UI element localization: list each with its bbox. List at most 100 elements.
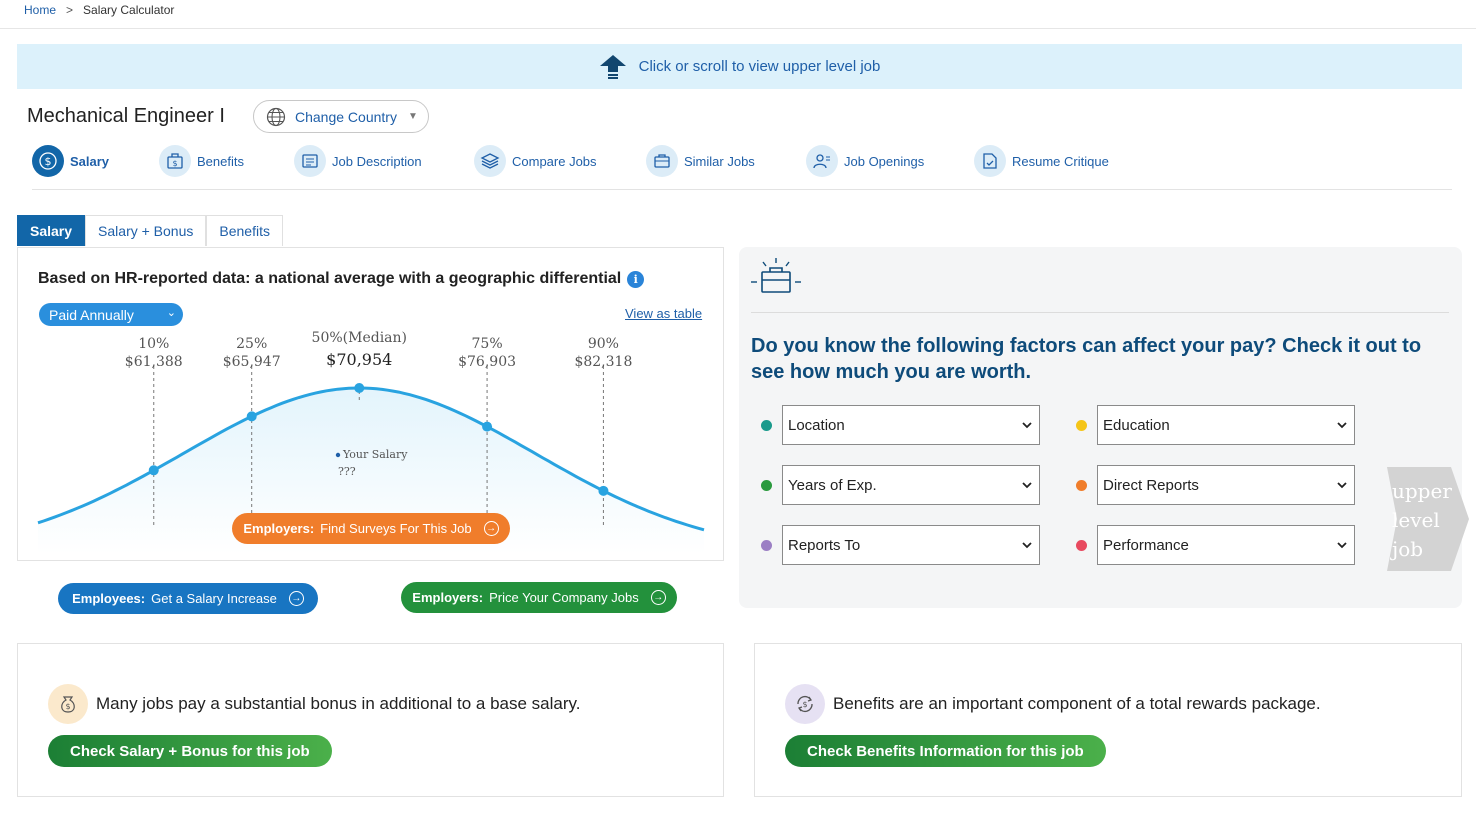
layers-icon [474, 145, 506, 177]
salary-tabs: Salary Salary + Bonus Benefits [17, 215, 283, 247]
bonus-text-row: $ Many jobs pay a substantial bonus in a… [48, 684, 580, 724]
upper-level-job-line: job [1392, 537, 1424, 561]
benefits-text: Benefits are an important component of a… [833, 694, 1321, 713]
your-salary-dot [335, 452, 341, 458]
breadcrumb-home-link[interactable]: Home [24, 3, 57, 17]
your-salary-value: ??? [338, 465, 356, 478]
nav-item-similar-jobs[interactable]: Similar Jobs [646, 145, 755, 177]
svg-text:$: $ [172, 159, 177, 168]
chevron-down-icon [1337, 542, 1347, 549]
money-bag-icon: $ [48, 684, 88, 724]
banner-text: Click or scroll to view upper level job [638, 58, 881, 75]
factor-performance: Performance [1076, 525, 1355, 565]
find-surveys-label: Find Surveys For This Job [320, 521, 472, 536]
location-dot [761, 419, 772, 431]
factor-education: Education [1076, 405, 1355, 445]
nav-label-job-description: Job Description [332, 153, 422, 169]
nav-item-compare-jobs[interactable]: Compare Jobs [474, 145, 597, 177]
percentile-point [354, 383, 365, 393]
tab-salary-bonus[interactable]: Salary + Bonus [85, 215, 207, 246]
dollar-circle-icon: $ [32, 145, 64, 177]
change-country-button[interactable]: Change Country ▼ [253, 100, 429, 133]
nav-label-job-openings: Job Openings [844, 153, 925, 169]
chevron-down-icon [1337, 422, 1347, 429]
factor-reports-to: Reports To [761, 525, 1040, 565]
chart-heading: Based on HR-reported data: a national av… [38, 270, 645, 288]
distribution-fill [38, 388, 704, 554]
bonus-text: Many jobs pay a substantial bonus in add… [96, 694, 581, 713]
percentile-label: 75% [472, 336, 503, 352]
education-dot [1076, 419, 1087, 431]
pay-period-select[interactable]: Paid Annually ⌄ [39, 303, 183, 326]
years-of-exp-select[interactable]: Years of Exp. [782, 465, 1040, 505]
percentile-label: 90% [588, 336, 619, 352]
pay-period-value: Paid Annually [49, 306, 134, 323]
chevron-down-icon: ⌄ [166, 307, 176, 319]
education-label: Education [1103, 416, 1170, 434]
employers-find-surveys-button[interactable]: Employers: Find Surveys For This Job → [232, 513, 510, 544]
job-nav: $ Salary $ Benefits Job Description Comp… [32, 145, 1452, 179]
performance-label: Performance [1103, 536, 1189, 554]
factor-location: Location [761, 405, 1040, 445]
upper-level-job-line: upper [1392, 479, 1452, 503]
factor-direct-reports: Direct Reports [1076, 465, 1355, 505]
caret-down-icon: ▼ [407, 111, 418, 122]
globe-icon [266, 107, 286, 126]
reports-to-select[interactable]: Reports To [782, 525, 1040, 565]
nav-label-similar-jobs: Similar Jobs [684, 153, 755, 169]
your-salary-label: Your Salary [342, 448, 408, 461]
nav-item-salary[interactable]: $ Salary [32, 145, 109, 177]
percentile-value: $61,388 [125, 354, 183, 370]
performance-select[interactable]: Performance [1097, 525, 1355, 565]
location-select[interactable]: Location [782, 405, 1040, 445]
factor-years-of-exp: Years of Exp. [761, 465, 1040, 505]
percentile-label: 10% [138, 336, 169, 352]
benefits-icon: $ [159, 145, 191, 177]
employers-label: Employers: [412, 590, 484, 605]
nav-item-job-description[interactable]: Job Description [294, 145, 422, 177]
percentile-value: $76,903 [458, 354, 516, 370]
nav-label-resume-critique: Resume Critique [1012, 153, 1109, 169]
chart-heading-text: Based on HR-reported data: a national av… [38, 270, 622, 287]
svg-text:$: $ [65, 702, 70, 711]
nav-item-job-openings[interactable]: Job Openings [806, 145, 924, 177]
distribution-curve [37, 386, 705, 532]
info-icon[interactable]: i [627, 270, 645, 288]
price-jobs-label: Price Your Company Jobs [489, 590, 639, 605]
breadcrumb-current: Salary Calculator [83, 3, 175, 17]
salary-distribution-chart: 10% $61,388 25% $65,947 50%(Median) $70,954 75… [37, 330, 705, 554]
check-salary-bonus-button[interactable]: Check Salary + Bonus for this job [48, 735, 332, 767]
nav-item-benefits[interactable]: $ Benefits [159, 145, 244, 177]
percentile-point [598, 485, 609, 496]
years-dot [761, 479, 772, 491]
employers-price-jobs-button[interactable]: Employers: Price Your Company Jobs → [401, 582, 677, 613]
view-as-table-link[interactable]: View as table [625, 306, 703, 321]
upper-level-job-text: upper level job [1392, 477, 1452, 564]
employers-label: Employers: [243, 521, 315, 536]
performance-dot [1076, 539, 1087, 551]
years-of-exp-label: Years of Exp. [788, 476, 877, 494]
upper-level-banner[interactable]: Click or scroll to view upper level job [17, 44, 1462, 89]
nav-label-salary: Salary [70, 153, 110, 169]
chevron-down-icon [1022, 422, 1032, 429]
change-country-label: Change Country [295, 108, 397, 125]
upper-level-job-button[interactable]: upper level job [1387, 467, 1469, 571]
benefits-card: $ Benefits are an important component of… [754, 643, 1462, 797]
benefits-text-row: $ Benefits are an important component of… [785, 684, 1321, 724]
tab-salary[interactable]: Salary [17, 215, 86, 246]
resume-icon [974, 145, 1006, 177]
salary-increase-label: Get a Salary Increase [151, 591, 277, 606]
header-divider [0, 28, 1476, 29]
dollar-cycle-icon: $ [785, 684, 825, 724]
people-icon [806, 145, 838, 177]
salary-chart-card: 10% $61,388 25% $65,947 50%(Median) $70,954 75… [17, 247, 724, 561]
check-benefits-button[interactable]: Check Benefits Information for this job [785, 735, 1106, 767]
nav-label-benefits: Benefits [197, 153, 244, 169]
direct-reports-select[interactable]: Direct Reports [1097, 465, 1355, 505]
percentile-value: $82,318 [574, 354, 632, 370]
nav-item-resume-critique[interactable]: Resume Critique [974, 145, 1109, 177]
tab-benefits[interactable]: Benefits [206, 215, 283, 246]
bonus-card: $ Many jobs pay a substantial bonus in a… [17, 643, 724, 797]
education-select[interactable]: Education [1097, 405, 1355, 445]
employees-salary-increase-button[interactable]: Employees: Get a Salary Increase → [58, 583, 318, 614]
